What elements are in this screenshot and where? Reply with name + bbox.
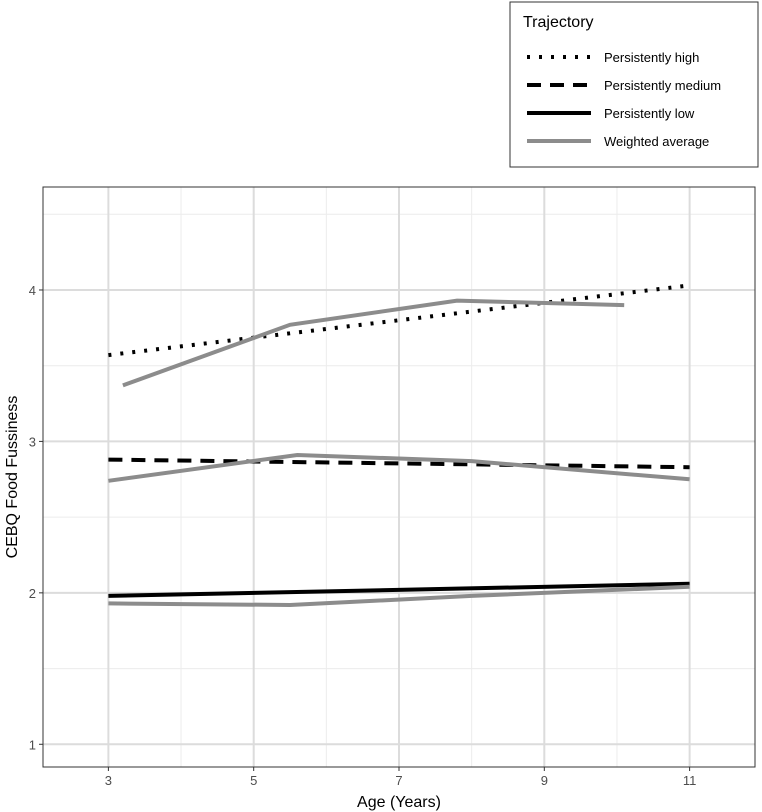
- grid: [43, 187, 755, 767]
- series-line-persistently-high: [108, 283, 690, 358]
- legend-label: Weighted average: [604, 134, 709, 149]
- series-line-weighted-average: [108, 452, 690, 483]
- series-line-persistently-low: [108, 581, 690, 598]
- legend-label: Persistently high: [604, 50, 699, 65]
- x-tick-label: 11: [683, 773, 697, 788]
- series-line-weighted-average: [108, 584, 690, 608]
- x-tick-label: 5: [250, 773, 257, 788]
- y-tick-label: 2: [29, 586, 36, 601]
- y-tick-label: 1: [29, 737, 36, 752]
- legend-label: Persistently medium: [604, 78, 721, 93]
- legend-items: Persistently high Persistently medium Pers…: [527, 50, 721, 149]
- y-tick-label: 3: [29, 434, 36, 449]
- series-line-weighted-average: [122, 298, 625, 388]
- series-line-persistently-medium: [108, 457, 690, 470]
- x-tick-label: 9: [541, 773, 548, 788]
- y-tick-label: 4: [29, 283, 36, 298]
- y-axis-label: CEBQ Food Fussiness: [4, 396, 21, 559]
- x-tick-label: 3: [105, 773, 112, 788]
- legend: Trajectory Persistently highPersistently…: [509, 1, 759, 168]
- x-tick-label: 7: [395, 773, 402, 788]
- series-lines: [108, 283, 690, 608]
- x-axis-label: Age (Years): [357, 794, 441, 811]
- legend-title: Trajectory: [523, 14, 594, 31]
- legend-label: Persistently low: [604, 106, 695, 121]
